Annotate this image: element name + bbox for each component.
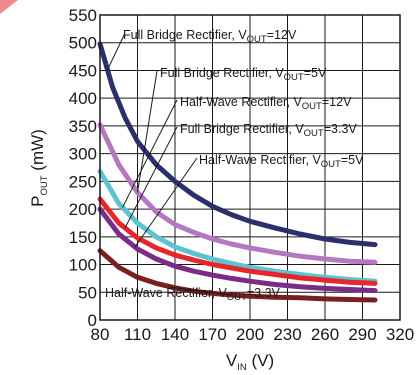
x-tick-label: 140 — [161, 325, 189, 344]
series-line-2 — [97, 168, 378, 284]
annotation-label: Half-Wave Rectifier, VOUT=5V — [199, 153, 364, 170]
annotation-leader — [137, 70, 158, 193]
annotation-leader — [134, 157, 198, 248]
x-tick-label: 80 — [91, 325, 110, 344]
annotation-leader — [122, 99, 178, 208]
plot-frame — [99, 14, 401, 321]
x-tick-label: 200 — [236, 325, 264, 344]
y-tick-label: 0 — [88, 311, 97, 330]
y-tick-label: 50 — [78, 283, 97, 302]
series-line-0 — [97, 41, 378, 248]
annotations: Full Bridge Rectifier, VOUT=12V Full Brid… — [105, 28, 364, 303]
y-tick-label: 500 — [69, 34, 97, 53]
x-tick-label: 320 — [386, 325, 414, 344]
y-tick-label: 350 — [69, 117, 97, 136]
y-tick-label: 250 — [69, 172, 97, 191]
y-tick-labels: 0 50 100 150 200 250 300 350 400 450 500 550 — [69, 6, 97, 330]
x-tick-label: 110 — [124, 325, 151, 344]
annotation-label: Half-Wave Rectifier, VOUT=12V — [180, 95, 352, 112]
annotation-leader — [124, 126, 178, 229]
x-tick-label: 260 — [311, 325, 339, 344]
y-tick-label: 550 — [69, 6, 97, 25]
x-tick-labels: 80 110 140 170 200 230 260 290 320 — [91, 325, 415, 344]
grid — [99, 14, 401, 321]
x-tick-label: 170 — [198, 325, 226, 344]
series-line-1 — [97, 122, 378, 265]
y-tick-label: 150 — [69, 228, 97, 247]
y-tick-label: 200 — [69, 200, 97, 219]
x-tick-label: 230 — [273, 325, 301, 344]
annotation-label: Half-Wave Rectifier, VOUT=3.3V — [105, 286, 281, 303]
corner-decoration — [0, 0, 18, 14]
annotation-leader — [107, 32, 126, 71]
x-tick-label: 290 — [348, 325, 376, 344]
y-tick-label: 400 — [69, 89, 97, 108]
annotation-leader — [169, 286, 232, 296]
annotation-label: Full Bridge Rectifier, VOUT=3.3V — [180, 122, 357, 139]
x-axis-title: VIN (V) — [226, 351, 274, 373]
annotation-leaders — [107, 32, 232, 296]
series-line-4 — [97, 206, 378, 294]
y-tick-label: 450 — [69, 61, 97, 80]
annotation-label: Full Bridge Rectifier, VOUT=5V — [160, 66, 327, 83]
y-axis-title: POUT (mW) — [28, 129, 50, 207]
y-tick-label: 100 — [69, 256, 97, 275]
y-tick-label: 300 — [69, 145, 97, 164]
annotation-label: Full Bridge Rectifier, VOUT=12V — [123, 28, 297, 45]
